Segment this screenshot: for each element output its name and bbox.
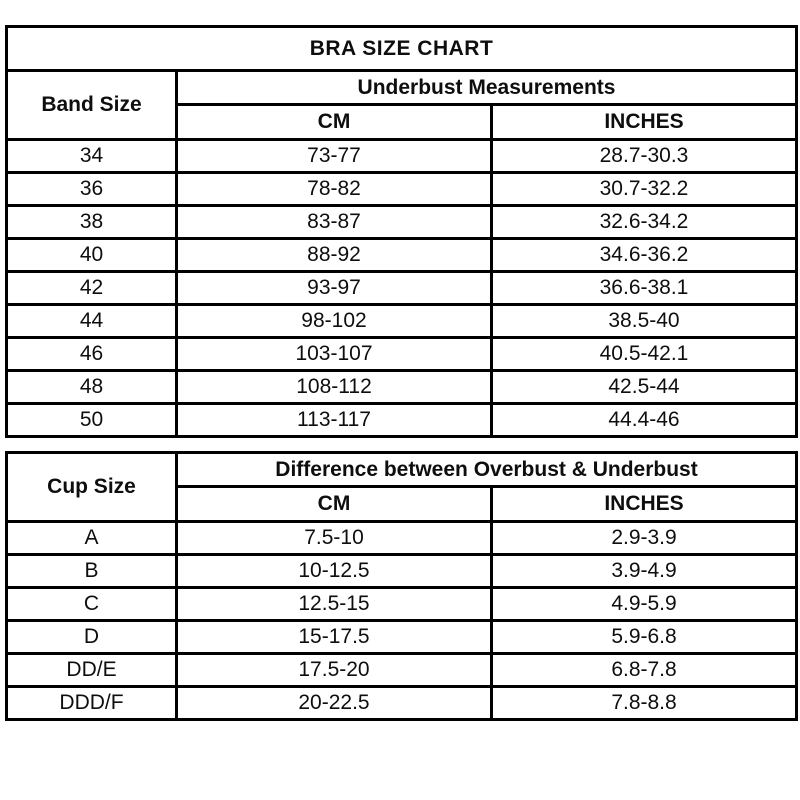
- inches-cell: 36.6-38.1: [490, 270, 798, 306]
- cm-column-header: CM: [175, 485, 493, 523]
- inches-cell: 4.9-5.9: [489, 586, 799, 622]
- table-row: DDD/F 20-22.5 7.8-8.8: [5, 685, 799, 721]
- inches-cell: 2.9-3.9: [489, 520, 799, 556]
- table-row: 44 98-102 38.5-40: [5, 303, 798, 339]
- band-size-cell: 50: [5, 402, 178, 438]
- cm-cell: 103-107: [175, 336, 493, 372]
- table-row: 42 93-97 36.6-38.1: [5, 270, 798, 306]
- table-gap: [5, 438, 795, 451]
- cup-size-cell: DDD/F: [5, 685, 178, 721]
- table-row: B 10-12.5 3.9-4.9: [5, 553, 799, 589]
- table-row: A 7.5-10 2.9-3.9: [5, 520, 799, 556]
- cm-cell: 15-17.5: [175, 619, 493, 655]
- table-row: 48 108-112 42.5-44: [5, 369, 798, 405]
- cup-size-header: Cup Size: [5, 451, 178, 523]
- inches-column-header: INCHES: [489, 485, 799, 523]
- band-size-table: BRA SIZE CHART Band Size Underbust Measu…: [5, 25, 798, 438]
- band-size-header: Band Size: [5, 69, 178, 141]
- inches-cell: 40.5-42.1: [490, 336, 798, 372]
- table-row: DD/E 17.5-20 6.8-7.8: [5, 652, 799, 688]
- cup-size-cell: A: [5, 520, 178, 556]
- inches-cell: 7.8-8.8: [489, 685, 799, 721]
- table-row: 36 78-82 30.7-32.2: [5, 171, 798, 207]
- inches-cell: 28.7-30.3: [490, 138, 798, 174]
- cm-column-header: CM: [175, 103, 493, 141]
- band-size-cell: 44: [5, 303, 178, 339]
- table-row: 50 113-117 44.4-46: [5, 402, 798, 438]
- cm-cell: 10-12.5: [175, 553, 493, 589]
- cm-cell: 12.5-15: [175, 586, 493, 622]
- bra-size-chart: BRA SIZE CHART Band Size Underbust Measu…: [5, 25, 799, 721]
- inches-cell: 3.9-4.9: [489, 553, 799, 589]
- band-size-cell: 48: [5, 369, 178, 405]
- band-size-cell: 40: [5, 237, 178, 273]
- page-title: BRA SIZE CHART: [5, 25, 798, 72]
- cup-size-cell: DD/E: [5, 652, 178, 688]
- table-row: 34 73-77 28.7-30.3: [5, 138, 798, 174]
- inches-cell: 32.6-34.2: [490, 204, 798, 240]
- underbust-measurements-header: Underbust Measurements: [175, 69, 798, 106]
- table-row: D 15-17.5 5.9-6.8: [5, 619, 799, 655]
- table-row: C 12.5-15 4.9-5.9: [5, 586, 799, 622]
- inches-cell: 34.6-36.2: [490, 237, 798, 273]
- cm-cell: 78-82: [175, 171, 493, 207]
- cup-size-cell: C: [5, 586, 178, 622]
- band-size-cell: 46: [5, 336, 178, 372]
- inches-cell: 30.7-32.2: [490, 171, 798, 207]
- band-size-cell: 42: [5, 270, 178, 306]
- table-row: 40 88-92 34.6-36.2: [5, 237, 798, 273]
- cm-cell: 88-92: [175, 237, 493, 273]
- cup-size-table: Cup Size Difference between Overbust & U…: [5, 451, 799, 721]
- cm-cell: 93-97: [175, 270, 493, 306]
- cm-cell: 73-77: [175, 138, 493, 174]
- cm-cell: 83-87: [175, 204, 493, 240]
- cm-cell: 20-22.5: [175, 685, 493, 721]
- cm-cell: 7.5-10: [175, 520, 493, 556]
- difference-header: Difference between Overbust & Underbust: [174, 451, 799, 488]
- table-row: 46 103-107 40.5-42.1: [5, 336, 798, 372]
- cup-size-cell: D: [5, 619, 178, 655]
- band-size-cell: 36: [5, 171, 178, 207]
- cup-size-cell: B: [5, 553, 178, 589]
- inches-cell: 44.4-46: [490, 402, 798, 438]
- table-row: 38 83-87 32.6-34.2: [5, 204, 798, 240]
- inches-cell: 38.5-40: [490, 303, 798, 339]
- inches-cell: 42.5-44: [490, 369, 798, 405]
- inches-cell: 5.9-6.8: [489, 619, 799, 655]
- cm-cell: 17.5-20: [175, 652, 493, 688]
- inches-column-header: INCHES: [490, 103, 798, 141]
- cm-cell: 113-117: [175, 402, 493, 438]
- band-size-cell: 34: [5, 138, 178, 174]
- inches-cell: 6.8-7.8: [489, 652, 799, 688]
- cm-cell: 108-112: [175, 369, 493, 405]
- band-size-cell: 38: [5, 204, 178, 240]
- cm-cell: 98-102: [175, 303, 493, 339]
